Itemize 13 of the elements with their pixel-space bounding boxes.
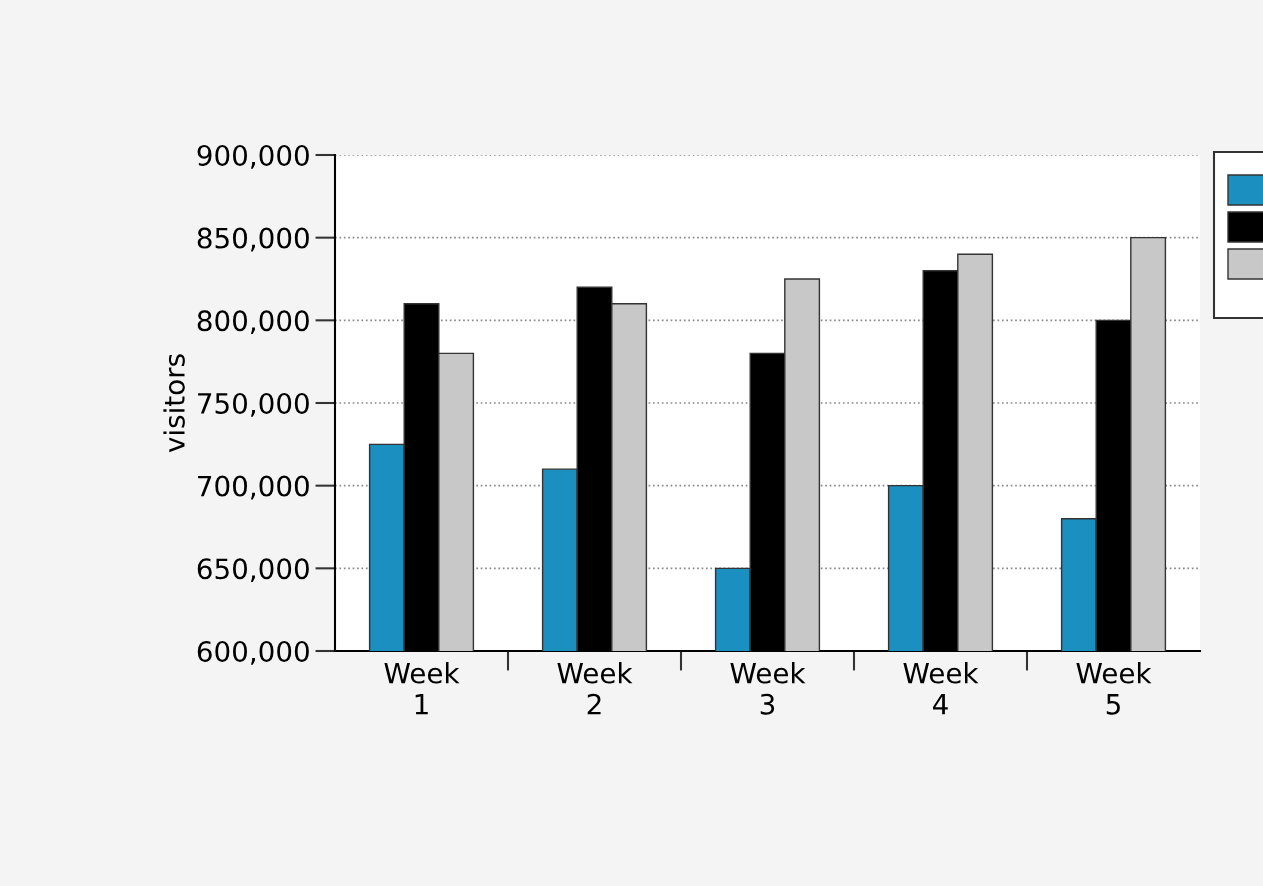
y-tick-label: 850,000 [197,227,309,252]
y-axis-title: visitors [163,354,185,453]
y-tick-label: 600,000 [197,640,309,665]
x-tick-label: Week 4 [903,662,979,715]
x-tick-label: Week 1 [384,662,460,715]
x-tick-label: Week 5 [1076,662,1152,715]
y-tick-label: 750,000 [198,392,309,417]
y-tick-label: 900,000 [197,144,309,169]
y-tick-label: 700,000 [198,475,309,500]
x-tick-label: Week 2 [557,662,633,715]
y-tick-label: 800,000 [197,310,309,335]
y-tick-label: 650,000 [197,558,309,583]
x-tick-label: Week 3 [730,662,806,715]
